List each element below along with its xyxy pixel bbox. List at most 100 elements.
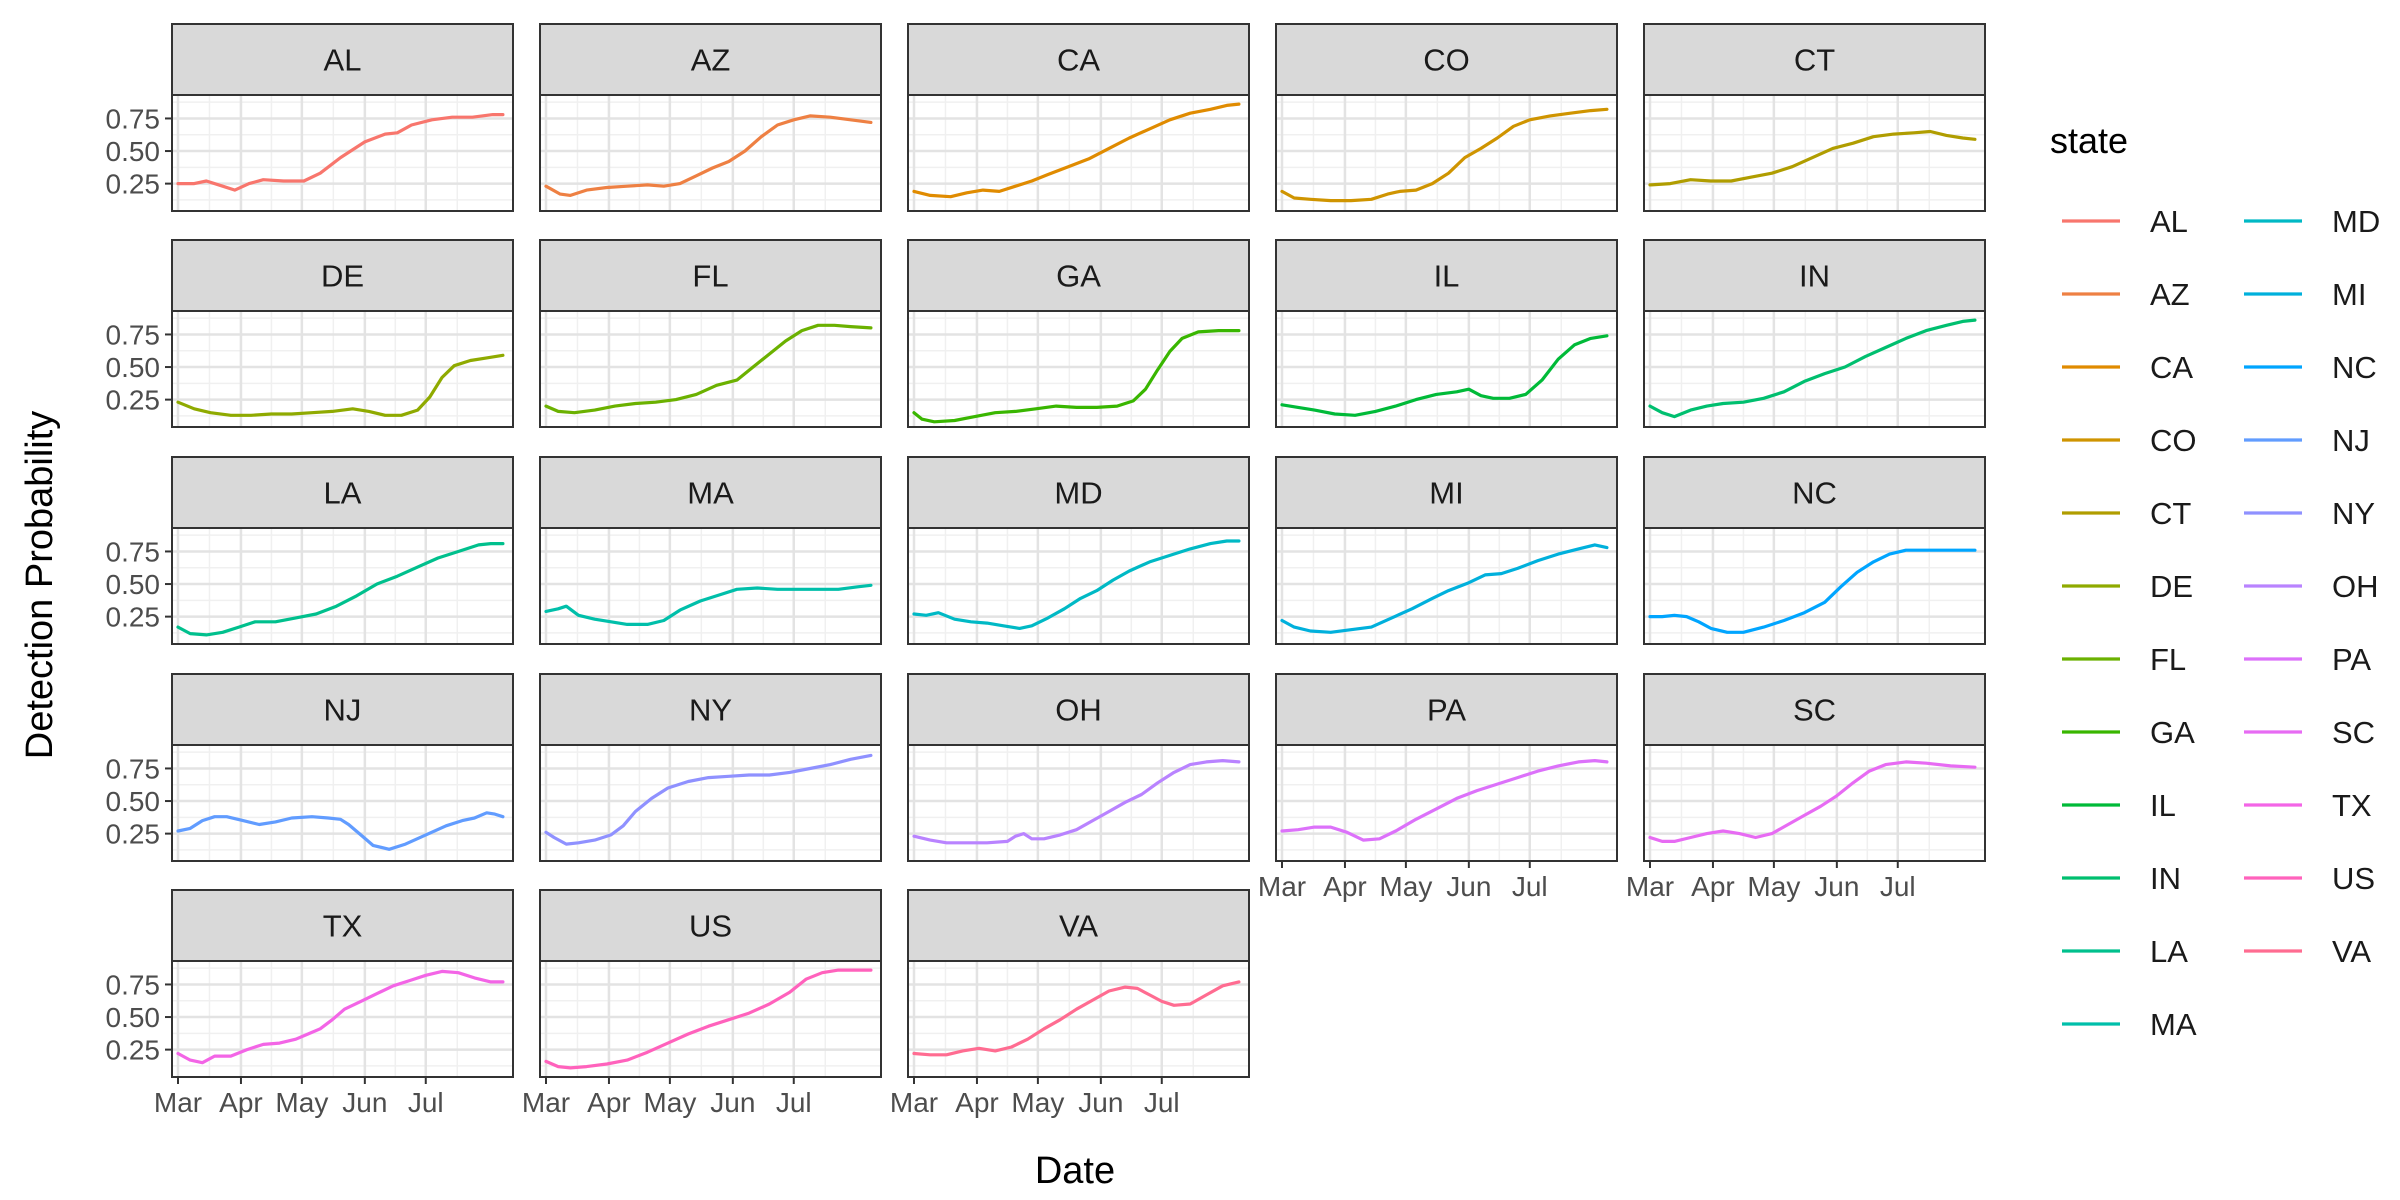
y-tick-label: 0.25 bbox=[106, 819, 161, 850]
panel-border bbox=[539, 527, 882, 645]
series-line-ny bbox=[544, 753, 873, 846]
series-line-il bbox=[1280, 334, 1609, 417]
series-line-la bbox=[176, 541, 505, 637]
series-line-fl bbox=[544, 323, 873, 415]
legend: state AL AZ CA CO CT DE FL GA IL IN LA MA MD MI NC NJ NY… bbox=[2050, 120, 2380, 1042]
series-line-tx bbox=[176, 969, 505, 1065]
panel-border bbox=[171, 960, 514, 1078]
panel-border bbox=[1643, 527, 1986, 645]
x-tick-label: Jun bbox=[1078, 1087, 1123, 1118]
strip-background bbox=[539, 673, 882, 746]
x-tick-label: Jul bbox=[1880, 871, 1916, 902]
strip-label: TX bbox=[323, 909, 363, 944]
facet-panel-fl: FL bbox=[539, 239, 882, 428]
legend-item-mi: MI bbox=[2244, 277, 2366, 312]
strip-background bbox=[1643, 673, 1986, 746]
panel-background bbox=[172, 311, 513, 427]
strip-label: CT bbox=[1794, 43, 1835, 78]
panel-border bbox=[171, 527, 514, 645]
panel-border bbox=[539, 94, 882, 212]
strip-label: DE bbox=[321, 259, 364, 294]
facet-panel-de: DE bbox=[171, 239, 514, 428]
facet-panel-ma: MA bbox=[539, 456, 882, 645]
strip-label: VA bbox=[1059, 909, 1098, 944]
strip-background bbox=[907, 456, 1250, 529]
y-tick-label: 0.50 bbox=[106, 786, 161, 817]
series-line-al bbox=[176, 112, 505, 192]
legend-item-de: DE bbox=[2062, 569, 2193, 604]
strip-background bbox=[171, 239, 514, 312]
strip-label: PA bbox=[1427, 693, 1466, 728]
facet-panel-la: LA bbox=[171, 456, 514, 645]
panel-border bbox=[539, 960, 882, 1078]
strip-background bbox=[1275, 673, 1618, 746]
panel-background bbox=[1644, 528, 1985, 644]
x-tick-label: May bbox=[643, 1087, 696, 1118]
x-tick-label: Jun bbox=[1814, 871, 1859, 902]
strip-label: MD bbox=[1054, 476, 1102, 511]
strip-label: LA bbox=[324, 476, 362, 511]
legend-item-oh: OH bbox=[2244, 569, 2379, 604]
panel-border bbox=[1275, 310, 1618, 428]
x-tick-label: Mar bbox=[1258, 871, 1306, 902]
y-tick-label: 0.25 bbox=[106, 385, 161, 416]
y-tick-label: 0.50 bbox=[106, 352, 161, 383]
legend-label: AZ bbox=[2150, 277, 2190, 312]
series-line-pa bbox=[1280, 758, 1609, 842]
legend-item-il: IL bbox=[2062, 788, 2176, 823]
panel-border bbox=[907, 960, 1250, 1078]
facet-panel-in: IN bbox=[1643, 239, 1986, 428]
facet-panel-pa: PA bbox=[1275, 673, 1618, 862]
panel-background bbox=[540, 95, 881, 211]
panel-border bbox=[1275, 527, 1618, 645]
legend-label: MA bbox=[2150, 1007, 2197, 1042]
facet-panel-nc: NC bbox=[1643, 456, 1986, 645]
panel-border bbox=[1643, 310, 1986, 428]
x-tick-label: May bbox=[1379, 871, 1432, 902]
panel-background bbox=[1276, 528, 1617, 644]
x-tick-label: Jul bbox=[1144, 1087, 1180, 1118]
series-line-mi bbox=[1280, 543, 1609, 634]
legend-label: VA bbox=[2332, 934, 2371, 969]
legend-label: MI bbox=[2332, 277, 2366, 312]
y-tick-label: 0.75 bbox=[106, 536, 161, 567]
panel-background bbox=[1644, 95, 1985, 211]
panel-border bbox=[171, 94, 514, 212]
strip-label: NY bbox=[689, 693, 732, 728]
panel-border bbox=[171, 310, 514, 428]
strip-background bbox=[907, 23, 1250, 96]
legend-label: IN bbox=[2150, 861, 2181, 896]
legend-label: US bbox=[2332, 861, 2375, 896]
facet-panel-sc: SC bbox=[1643, 673, 1986, 862]
legend-label: PA bbox=[2332, 642, 2371, 677]
series-line-in bbox=[1648, 318, 1977, 419]
strip-label: CA bbox=[1057, 43, 1100, 78]
strip-label: MI bbox=[1429, 476, 1463, 511]
x-tick-label: May bbox=[1011, 1087, 1064, 1118]
legend-item-co: CO bbox=[2062, 423, 2197, 458]
legend-label: DE bbox=[2150, 569, 2193, 604]
y-tick-label: 0.50 bbox=[106, 569, 161, 600]
facet-panel-tx: TX bbox=[171, 889, 514, 1078]
legend-item-ma: MA bbox=[2062, 1007, 2197, 1042]
strip-background bbox=[539, 456, 882, 529]
facet-panel-ca: CA bbox=[907, 23, 1250, 212]
legend-label: OH bbox=[2332, 569, 2379, 604]
panel-border bbox=[1275, 744, 1618, 862]
legend-item-in: IN bbox=[2062, 861, 2181, 896]
legend-item-sc: SC bbox=[2244, 715, 2375, 750]
panel-border bbox=[539, 744, 882, 862]
x-tick-label: Jun bbox=[1446, 871, 1491, 902]
x-tick-label: Apr bbox=[955, 1087, 999, 1118]
strip-background bbox=[1275, 239, 1618, 312]
legend-item-ga: GA bbox=[2062, 715, 2195, 750]
series-line-nc bbox=[1648, 548, 1977, 634]
legend-item-tx: TX bbox=[2244, 788, 2372, 823]
legend-label: NJ bbox=[2332, 423, 2370, 458]
legend-item-fl: FL bbox=[2062, 642, 2186, 677]
x-tick-label: Jul bbox=[1512, 871, 1548, 902]
strip-background bbox=[539, 889, 882, 962]
legend-item-nj: NJ bbox=[2244, 423, 2370, 458]
series-line-co bbox=[1280, 107, 1609, 203]
strip-label: IL bbox=[1434, 259, 1460, 294]
